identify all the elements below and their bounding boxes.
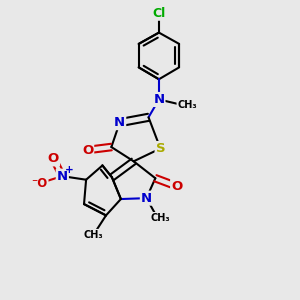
Text: N: N	[141, 192, 152, 205]
Text: O: O	[82, 143, 93, 157]
Text: Cl: Cl	[152, 7, 166, 20]
Text: N: N	[114, 116, 125, 129]
Text: N: N	[153, 93, 164, 106]
Text: O: O	[48, 152, 59, 165]
Text: CH₃: CH₃	[177, 100, 197, 110]
Text: +: +	[65, 165, 74, 175]
Text: ⁻O: ⁻O	[31, 177, 48, 190]
Text: S: S	[156, 142, 165, 155]
Text: O: O	[171, 180, 182, 193]
Text: N: N	[57, 170, 68, 183]
Text: CH₃: CH₃	[84, 230, 103, 240]
Text: CH₃: CH₃	[151, 213, 170, 223]
